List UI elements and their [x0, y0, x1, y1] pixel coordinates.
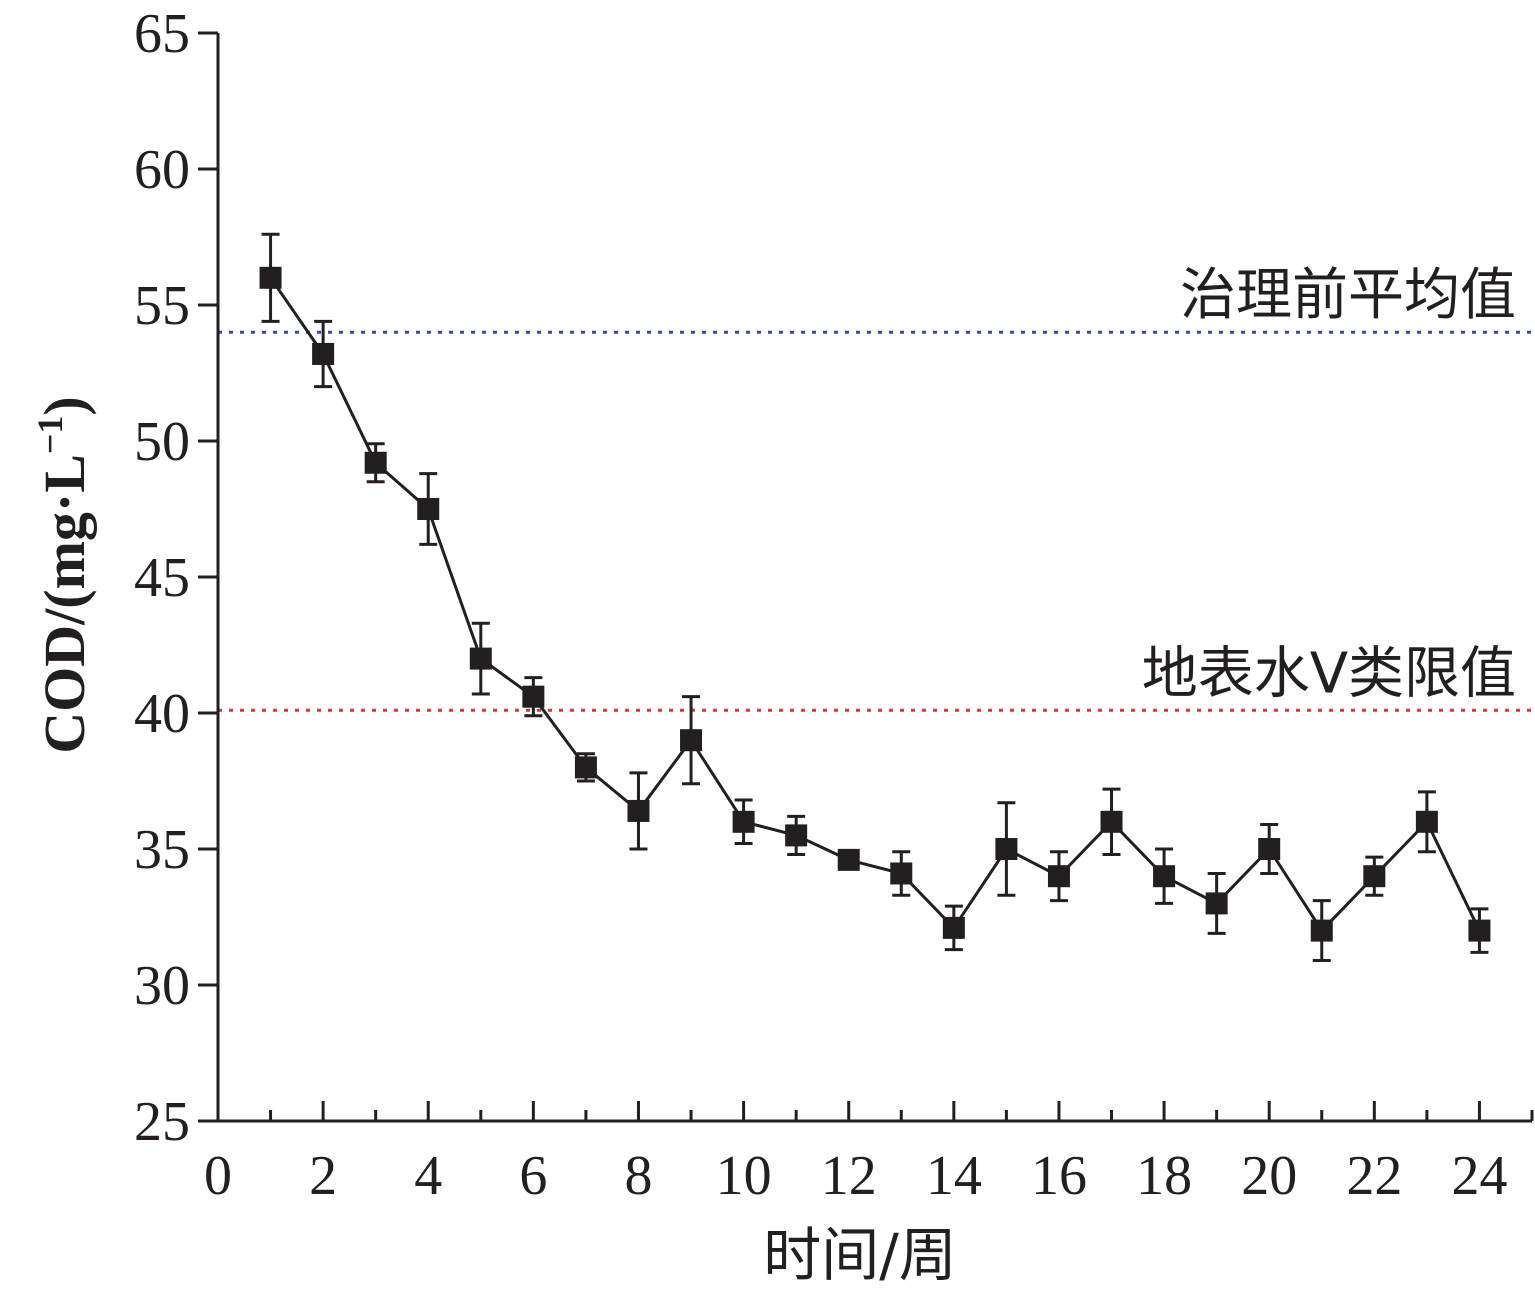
- data-point: [312, 342, 335, 365]
- x-tick-label: 4: [414, 1145, 442, 1207]
- x-tick-label: 18: [1136, 1145, 1192, 1207]
- y-axis-title: COD/(mg·L−1): [30, 396, 97, 754]
- data-point: [785, 824, 808, 847]
- data-point: [1047, 865, 1070, 888]
- y-axis-title-sup: −1: [30, 416, 70, 455]
- data-point: [680, 729, 703, 752]
- y-tick-label: 45: [134, 547, 190, 609]
- y-tick-label: 40: [134, 683, 190, 745]
- data-point: [1363, 865, 1386, 888]
- data-point: [1153, 865, 1176, 888]
- data-point: [942, 916, 965, 939]
- x-tick-label: 12: [821, 1145, 877, 1207]
- data-point: [574, 756, 597, 779]
- y-axis-title-close: ): [32, 396, 97, 415]
- data-series: [259, 232, 1491, 963]
- y-tick-label: 60: [134, 139, 190, 201]
- series-line: [269, 276, 1481, 934]
- x-tick-label: 16: [1031, 1145, 1087, 1207]
- y-tick-label: 35: [134, 819, 190, 881]
- data-point: [522, 685, 545, 708]
- y-tick-label: 50: [134, 411, 190, 473]
- x-tick-label: 6: [519, 1145, 547, 1207]
- x-tick-label: 22: [1346, 1145, 1402, 1207]
- y-tick-label: 55: [134, 275, 190, 337]
- data-point: [732, 810, 755, 833]
- data-point: [1415, 810, 1438, 833]
- data-point: [1468, 919, 1491, 942]
- reference-line-label: 治理前平均值: [1180, 263, 1516, 328]
- data-point: [1258, 838, 1281, 860]
- data-point: [837, 848, 860, 871]
- data-point: [469, 647, 492, 670]
- data-point: [1100, 810, 1123, 833]
- data-point: [364, 451, 387, 474]
- y-tick-label: 65: [134, 3, 190, 65]
- x-tick-label: 10: [716, 1145, 772, 1207]
- x-tick-label: 2: [309, 1145, 337, 1207]
- data-point: [995, 838, 1018, 860]
- x-tick-label: 14: [926, 1145, 982, 1207]
- x-tick-label: 20: [1241, 1145, 1297, 1207]
- data-point: [1205, 892, 1228, 915]
- y-tick-label: 25: [134, 1091, 190, 1153]
- data-point: [1310, 919, 1333, 942]
- reference-line-label: 地表水V类限值: [1142, 641, 1516, 706]
- y-axis-title-main: COD/(mg·L: [32, 454, 97, 754]
- x-tick-label: 0: [204, 1145, 232, 1207]
- axes: [198, 31, 1534, 1123]
- x-tick-label: 24: [1451, 1145, 1507, 1207]
- data-point: [417, 498, 440, 520]
- y-tick-label: 30: [134, 955, 190, 1017]
- data-point: [627, 799, 650, 822]
- x-tick-label: 8: [624, 1145, 652, 1207]
- x-axis-title: 时间/周: [763, 1221, 957, 1289]
- data-point: [890, 862, 913, 885]
- data-point: [259, 266, 282, 289]
